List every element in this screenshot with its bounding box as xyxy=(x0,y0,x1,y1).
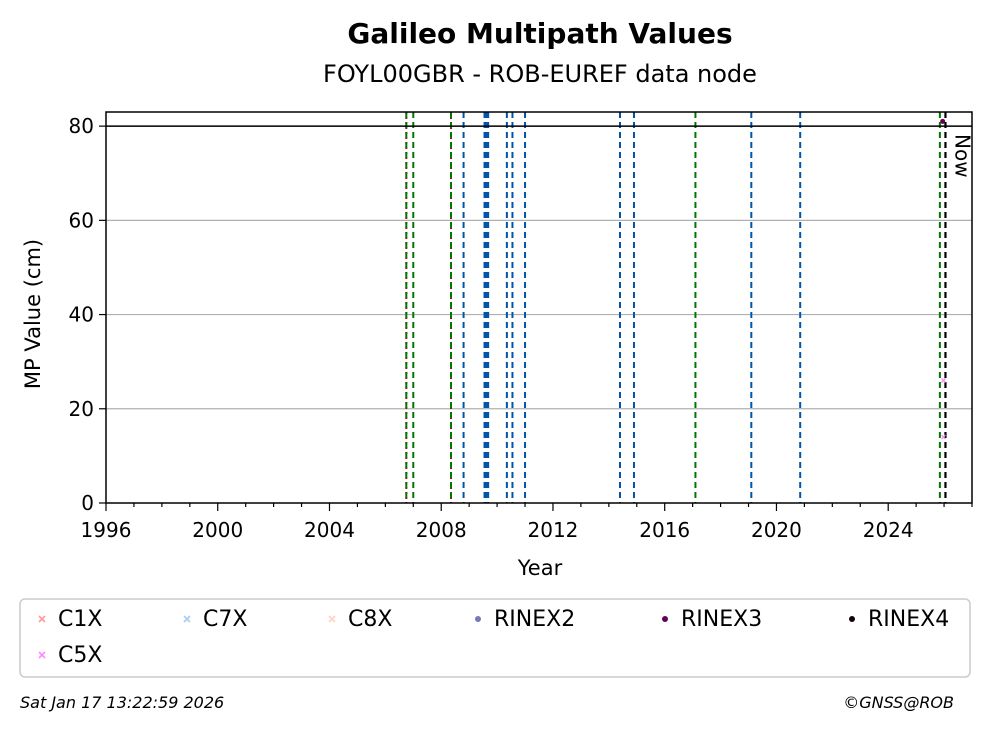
chart-title: Galileo Multipath Values xyxy=(347,17,732,50)
y-tick-label: 20 xyxy=(69,397,94,421)
legend-marker xyxy=(38,651,46,659)
y-axis-ticks: 0 20 40 60 80 xyxy=(69,114,106,515)
x-axis-label: Year xyxy=(517,556,563,580)
y-tick-label: 80 xyxy=(69,114,94,138)
legend-marker xyxy=(183,615,191,623)
x-tick-label: 2020 xyxy=(751,518,802,542)
chart-subtitle: FOYL00GBR - ROB-EUREF data node xyxy=(323,60,757,88)
footer-credit: ©GNSS@ROB xyxy=(843,693,954,712)
legend-label: RINEX3 xyxy=(681,607,762,632)
plot-area xyxy=(105,111,973,504)
y-tick-label: 60 xyxy=(69,208,94,232)
event-lines xyxy=(405,112,947,503)
x-tick-label: 2016 xyxy=(639,518,690,542)
legend-item: C5X xyxy=(38,643,102,668)
legend: C1X C7X C8X RINEX2 RINEX3 RINEX4 C5X xyxy=(19,598,971,678)
legend-label: C1X xyxy=(58,607,102,632)
legend-item: C8X xyxy=(328,607,392,632)
data-point xyxy=(940,118,946,124)
legend-item: C1X xyxy=(38,607,102,632)
legend-marker xyxy=(38,615,46,623)
legend-item: C7X xyxy=(183,607,247,632)
legend-label: RINEX4 xyxy=(868,607,949,632)
data-point xyxy=(941,434,946,440)
data-points xyxy=(940,118,946,440)
now-label: Now xyxy=(950,134,974,178)
x-axis-ticks: 1996 2000 2004 2008 2012 2016 2020 2024 xyxy=(81,503,973,542)
legend-marker xyxy=(328,615,336,623)
legend-marker xyxy=(849,616,855,622)
legend-label: C8X xyxy=(348,607,392,632)
grid-lines xyxy=(106,125,972,410)
y-axis-label: MP Value (cm) xyxy=(21,239,45,389)
legend-label: C5X xyxy=(58,643,102,668)
x-tick-label: 2012 xyxy=(528,518,579,542)
footer-timestamp: Sat Jan 17 13:22:59 2026 xyxy=(20,693,225,712)
legend-label: RINEX2 xyxy=(494,607,575,632)
x-tick-label: 2000 xyxy=(192,518,243,542)
data-point xyxy=(941,378,946,383)
x-tick-label: 2024 xyxy=(863,518,914,542)
y-tick-label: 0 xyxy=(81,491,94,515)
x-tick-label: 1996 xyxy=(81,518,132,542)
legend-marker xyxy=(662,616,668,622)
x-tick-label: 2008 xyxy=(416,518,467,542)
legend-item: RINEX4 xyxy=(849,607,949,632)
legend-label: C7X xyxy=(203,607,247,632)
x-tick-label: 2004 xyxy=(304,518,355,542)
legend-item: RINEX2 xyxy=(475,607,575,632)
legend-marker xyxy=(475,616,481,622)
y-tick-label: 40 xyxy=(69,303,94,327)
legend-item: RINEX3 xyxy=(662,607,762,632)
legend-box xyxy=(19,598,971,678)
